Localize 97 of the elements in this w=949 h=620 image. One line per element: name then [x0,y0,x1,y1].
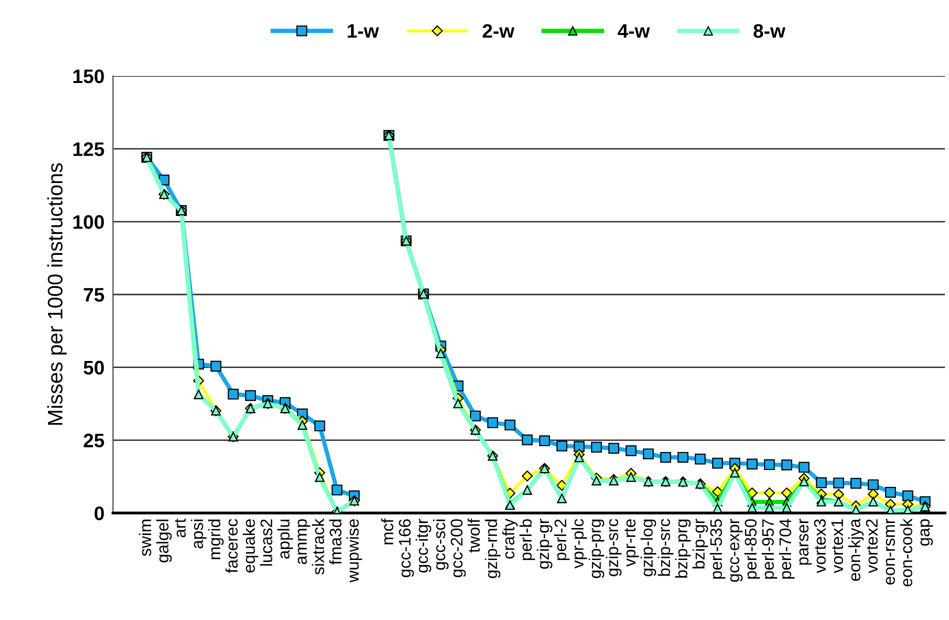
point [642,448,654,460]
point [470,410,481,422]
y-axis-title: Misses per 1000 instructions [47,163,67,425]
x-tick-label: gcc-itgr [416,518,432,572]
x-tick-label: vortex1 [831,519,844,574]
legend-label: 1-w [348,24,379,38]
x-tick-label: gcc-200 [450,519,466,578]
y-tick-label: 75 [84,288,104,302]
point [210,360,222,372]
legend-label: 4-w [618,24,650,38]
x-tick-label: twolf [468,518,480,553]
point [868,488,879,500]
point [228,388,239,400]
point [694,454,706,465]
y-tick-label: 100 [73,215,104,229]
x-tick-label: parser [799,518,812,565]
x-tick-label: facerec [225,518,238,573]
point [764,503,774,512]
point [591,442,602,453]
x-tick-label: vpr-plc [571,518,587,569]
x-tick-label: bzip-src [658,518,674,576]
point [833,488,844,500]
x-tick-label: gap [920,519,933,546]
point [678,452,688,463]
point [747,503,757,512]
x-tick-label: gcc-expr [730,518,743,582]
x-tick-label: ammp [298,519,310,564]
point [764,459,775,470]
point [746,458,758,470]
point [712,504,722,513]
x-tick-label: bzip-gr [692,518,708,568]
x-tick-label: lucas2 [260,519,272,566]
x-tick-label: sixtrack [312,518,324,575]
point [850,478,862,489]
x-tick-label: gzip-gr [536,518,552,569]
x-tick-label: gzip-src [606,518,622,576]
point [574,441,585,452]
point [556,440,568,452]
x-tick-label: gzip-log [640,520,656,576]
point [798,462,810,473]
x-tick-label: perl-850 [744,519,760,579]
x-tick-label: swim [138,520,152,556]
point [816,477,827,488]
x-tick-label: gzip-prg [588,520,604,578]
x-tick-label: mcf [381,518,394,544]
y-tick-label: 150 [73,69,104,84]
point [712,458,723,469]
point [781,487,792,498]
x-tick-label: applu [277,520,293,559]
x-tick-label: gcc-sci [433,520,449,570]
point [608,442,620,454]
point [314,420,326,432]
x-tick-label: vpr-rte [624,519,639,567]
point [885,486,896,498]
point [556,480,568,491]
y-tick-label: 50 [84,360,104,375]
x-tick-label: gzip-rnd [484,520,500,578]
y-tick-label: 0 [94,506,104,520]
x-tick-label: eon-rsmr [886,518,895,585]
point [158,174,170,186]
x-tick-label: apsi [190,520,206,548]
legend-label: 8-w [754,24,786,38]
x-tick-label: bzip-prg [675,520,691,578]
point [539,435,550,446]
point [782,503,792,512]
x-tick-label: perl-2 [554,519,570,560]
x-tick-label: eon-kjya [848,518,864,581]
x-tick-label: crafty [502,518,518,559]
x-tick-label: vortex3 [814,519,826,574]
x-tick-label: galgel [156,520,172,562]
x-tick-label: mgrid [208,520,224,560]
point [522,434,533,446]
point [487,417,498,428]
x-tick-label: eon-cook [900,518,912,586]
point [626,445,636,456]
x-tick-label: vortex2 [866,519,878,574]
x-tick-label: equake [242,519,258,573]
legend-label: 2-w [482,24,514,38]
x-tick-label: gcc-166 [398,519,414,578]
x-tick-label: perl-535 [710,519,726,579]
y-tick-label: 25 [84,434,104,448]
x-tick-label: perl-704 [778,519,794,579]
point [504,420,516,430]
point [764,487,775,498]
point [332,484,342,496]
x-tick-label: perl-957 [762,519,778,579]
point [781,460,792,470]
point [245,390,256,402]
point [522,470,533,482]
x-tick-label: perl-b [520,519,536,560]
y-tick-label: 125 [73,142,104,156]
point [833,478,844,488]
x-tick-label: art [174,518,186,538]
x-tick-label: wupwise [346,519,362,582]
point [660,452,672,463]
point [868,479,879,490]
x-tick-label: fma3d [329,520,342,565]
